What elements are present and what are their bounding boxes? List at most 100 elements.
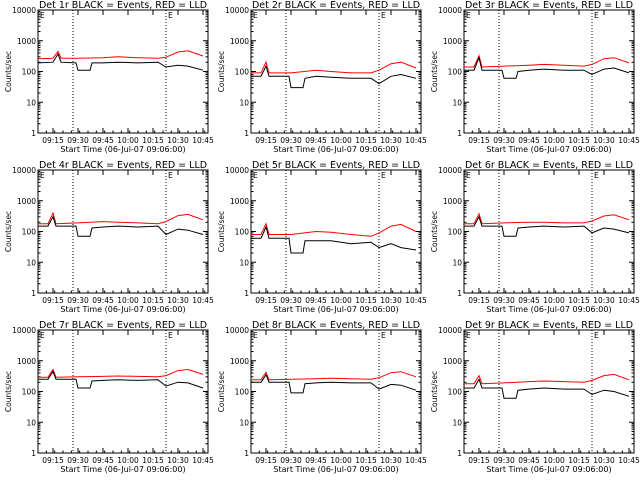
series-lld-line xyxy=(464,54,630,68)
x-tick-label: 09:30 xyxy=(493,136,515,145)
y-tick-label: 10000 xyxy=(438,166,462,175)
marker-tag: E xyxy=(168,331,173,340)
y-axis-label: Counts/sec xyxy=(430,371,439,412)
plot-frame xyxy=(37,9,209,134)
x-tick-label: 10:45 xyxy=(192,136,214,145)
x-tick-label: 10:15 xyxy=(142,456,164,465)
x-tick-label: 10:45 xyxy=(618,296,640,305)
x-tick-label: 10:15 xyxy=(568,456,590,465)
marker-tag: E xyxy=(168,171,173,180)
series-events-line xyxy=(464,215,630,237)
plot-frame xyxy=(463,329,635,454)
y-tick-label: 1000 xyxy=(443,197,462,206)
y-tick-label: 100 xyxy=(235,388,250,397)
x-tick-label: 09:15 xyxy=(42,296,64,305)
marker-tag: E xyxy=(466,171,471,180)
y-tick-label: 100 xyxy=(448,68,463,77)
x-tick-label: 10:15 xyxy=(355,296,377,305)
x-tick-label: 09:15 xyxy=(468,296,490,305)
y-tick-label: 10 xyxy=(26,98,36,107)
panel-title: Det 2r BLACK = Events, RED = LLD xyxy=(252,0,420,11)
y-tick-label: 1000 xyxy=(443,357,462,366)
plot-frame xyxy=(463,9,635,134)
panel-title: Det 7r BLACK = Events, RED = LLD xyxy=(39,320,207,331)
y-tick-label: 10 xyxy=(26,418,36,427)
y-tick-label: 10 xyxy=(239,258,249,267)
y-tick-label: 1000 xyxy=(17,197,36,206)
series-lld-line xyxy=(251,60,417,74)
plot-frame xyxy=(250,169,422,294)
panel-det-3: Det 3r BLACK = Events, RED = LLD 1 10 100 10… xyxy=(430,0,640,154)
panel-det-6: Det 6r BLACK = Events, RED = LLD 1 10 100 10… xyxy=(430,160,640,314)
marker-tag: E xyxy=(381,11,386,20)
x-tick-label: 09:30 xyxy=(280,296,302,305)
y-tick-label: 1000 xyxy=(230,357,249,366)
y-tick-label: 10 xyxy=(452,258,462,267)
y-tick-label: 1 xyxy=(457,289,462,298)
y-tick-label: 1 xyxy=(31,129,36,138)
panel-title: Det 3r BLACK = Events, RED = LLD xyxy=(465,0,633,11)
marker-tag: E xyxy=(594,11,599,20)
panel-det-2: Det 2r BLACK = Events, RED = LLD 1 10 100 10… xyxy=(217,0,427,154)
x-tick-label: 09:45 xyxy=(305,296,327,305)
marker-tag: E xyxy=(168,11,173,20)
panel-det-1: Det 1r BLACK = Events, RED = LLD 1 10 100 10… xyxy=(4,0,214,154)
y-tick-label: 10 xyxy=(452,98,462,107)
y-tick-label: 1 xyxy=(31,289,36,298)
x-tick-label: 10:00 xyxy=(330,136,352,145)
x-axis-label: Start Time (06-Jul-07 09:06:00) xyxy=(273,145,398,154)
x-tick-label: 10:00 xyxy=(330,296,352,305)
x-tick-label: 10:15 xyxy=(568,296,590,305)
x-tick-label: 09:30 xyxy=(280,456,302,465)
y-tick-label: 100 xyxy=(235,68,250,77)
x-tick-label: 10:30 xyxy=(593,456,615,465)
panel-title: Det 1r BLACK = Events, RED = LLD xyxy=(39,0,207,11)
x-tick-label: 09:45 xyxy=(92,136,114,145)
x-tick-label: 10:45 xyxy=(618,456,640,465)
panel-det-8: Det 8r BLACK = Events, RED = LLD 1 10 100 10… xyxy=(217,320,427,474)
y-tick-label: 1 xyxy=(31,449,36,458)
x-tick-label: 09:30 xyxy=(67,456,89,465)
marker-tag: E xyxy=(381,331,386,340)
series-lld-line xyxy=(251,222,417,237)
marker-tag: E xyxy=(466,11,471,20)
marker-tag: E xyxy=(381,171,386,180)
panel-title: Det 4r BLACK = Events, RED = LLD xyxy=(39,160,207,171)
x-tick-label: 09:45 xyxy=(305,136,327,145)
x-tick-label: 09:15 xyxy=(468,456,490,465)
y-axis-label: Counts/sec xyxy=(430,211,439,252)
marker-tag: E xyxy=(40,11,45,20)
series-lld-line xyxy=(38,368,204,378)
y-tick-label: 10000 xyxy=(225,6,249,15)
y-tick-label: 1000 xyxy=(443,37,462,46)
x-tick-label: 10:00 xyxy=(543,136,565,145)
y-tick-label: 10000 xyxy=(12,6,36,15)
x-axis-label: Start Time (06-Jul-07 09:06:00) xyxy=(60,465,185,474)
y-tick-label: 1 xyxy=(244,129,249,138)
x-tick-label: 10:45 xyxy=(405,136,427,145)
x-tick-label: 10:30 xyxy=(593,296,615,305)
y-tick-label: 10000 xyxy=(438,6,462,15)
panel-det-4: Det 4r BLACK = Events, RED = LLD 1 10 100 10… xyxy=(4,160,214,314)
x-tick-label: 10:00 xyxy=(330,456,352,465)
x-axis-label: Start Time (06-Jul-07 09:06:00) xyxy=(486,465,611,474)
x-tick-label: 09:30 xyxy=(280,136,302,145)
x-tick-label: 10:00 xyxy=(543,296,565,305)
x-tick-label: 10:45 xyxy=(405,296,427,305)
y-tick-label: 10000 xyxy=(12,166,36,175)
x-tick-label: 10:45 xyxy=(405,456,427,465)
y-tick-label: 100 xyxy=(448,388,463,397)
y-tick-label: 100 xyxy=(448,228,463,237)
x-tick-label: 10:15 xyxy=(355,136,377,145)
marker-tag: E xyxy=(594,331,599,340)
x-tick-label: 10:15 xyxy=(568,136,590,145)
x-tick-label: 10:30 xyxy=(593,136,615,145)
y-tick-label: 1 xyxy=(244,289,249,298)
x-axis-label: Start Time (06-Jul-07 09:06:00) xyxy=(486,145,611,154)
x-tick-label: 10:15 xyxy=(142,136,164,145)
x-tick-label: 09:45 xyxy=(518,296,540,305)
x-tick-label: 09:30 xyxy=(67,136,89,145)
x-tick-label: 10:00 xyxy=(117,296,139,305)
series-lld-line xyxy=(251,371,417,381)
